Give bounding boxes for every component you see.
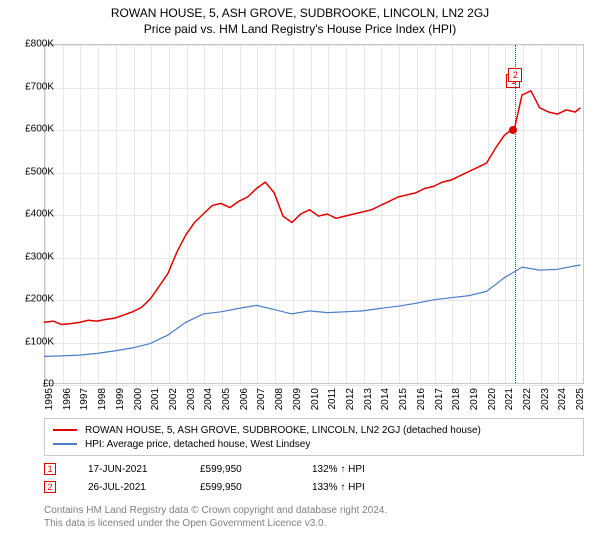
x-axis-tick-label: 2017 bbox=[434, 388, 445, 410]
series-line-hpi bbox=[44, 265, 581, 356]
y-axis-tick-label: £500K bbox=[25, 166, 54, 177]
event-date: 17-JUN-2021 bbox=[88, 464, 168, 475]
legend-swatch bbox=[53, 429, 77, 431]
event-delta: 133% ↑ HPI bbox=[312, 482, 392, 493]
plot-area: 12 bbox=[44, 44, 584, 384]
x-axis-tick-label: 2013 bbox=[363, 388, 374, 410]
x-axis-tick-label: 2005 bbox=[221, 388, 232, 410]
x-axis-tick-label: 1999 bbox=[115, 388, 126, 410]
event-price: £599,950 bbox=[200, 482, 280, 493]
event-delta: 132% ↑ HPI bbox=[312, 464, 392, 475]
x-axis-tick-label: 2018 bbox=[451, 388, 462, 410]
y-axis-tick-label: £400K bbox=[25, 209, 54, 220]
x-axis-tick-label: 1996 bbox=[62, 388, 73, 410]
x-axis-tick-label: 2019 bbox=[469, 388, 480, 410]
x-axis-tick-label: 2014 bbox=[380, 388, 391, 410]
x-axis-tick-label: 2012 bbox=[345, 388, 356, 410]
x-axis-tick-label: 2020 bbox=[487, 388, 498, 410]
x-axis-tick-label: 2016 bbox=[416, 388, 427, 410]
event-row: 2 26-JUL-2021 £599,950 133% ↑ HPI bbox=[44, 478, 584, 496]
x-axis-tick-label: 2002 bbox=[168, 388, 179, 410]
event-marker-box: 2 bbox=[44, 481, 56, 493]
y-axis-tick-label: £800K bbox=[25, 39, 54, 50]
x-axis-tick-label: 2001 bbox=[150, 388, 161, 410]
chart-title: ROWAN HOUSE, 5, ASH GROVE, SUDBROOKE, LI… bbox=[0, 0, 600, 20]
x-axis-tick-label: 2011 bbox=[327, 388, 338, 410]
x-axis-tick-label: 2008 bbox=[274, 388, 285, 410]
legend: ROWAN HOUSE, 5, ASH GROVE, SUDBROOKE, LI… bbox=[44, 418, 584, 456]
x-axis-tick-label: 2003 bbox=[186, 388, 197, 410]
x-axis-tick-label: 2007 bbox=[256, 388, 267, 410]
x-axis-tick-label: 1997 bbox=[79, 388, 90, 410]
y-axis-tick-label: £200K bbox=[25, 294, 54, 305]
x-axis-tick-label: 2015 bbox=[398, 388, 409, 410]
footer-attribution: Contains HM Land Registry data © Crown c… bbox=[44, 504, 584, 530]
series-line-price_paid bbox=[44, 91, 581, 325]
footer-line-2: This data is licensed under the Open Gov… bbox=[44, 517, 584, 530]
x-axis-tick-label: 2025 bbox=[575, 388, 586, 410]
x-axis-tick-label: 2023 bbox=[540, 388, 551, 410]
y-axis-tick-label: £300K bbox=[25, 251, 54, 262]
event-price: £599,950 bbox=[200, 464, 280, 475]
y-axis-tick-label: £700K bbox=[25, 81, 54, 92]
legend-label: HPI: Average price, detached house, West… bbox=[85, 439, 310, 450]
footer-line-1: Contains HM Land Registry data © Crown c… bbox=[44, 504, 584, 517]
events-table: 1 17-JUN-2021 £599,950 132% ↑ HPI 2 26-JUL-20… bbox=[44, 460, 584, 496]
x-axis-tick-label: 2021 bbox=[504, 388, 515, 410]
x-axis-tick-label: 2000 bbox=[133, 388, 144, 410]
gridline-horizontal bbox=[45, 385, 583, 386]
legend-label: ROWAN HOUSE, 5, ASH GROVE, SUDBROOKE, LI… bbox=[85, 425, 481, 436]
legend-item: ROWAN HOUSE, 5, ASH GROVE, SUDBROOKE, LI… bbox=[53, 423, 575, 437]
x-axis-tick-label: 2022 bbox=[522, 388, 533, 410]
legend-swatch bbox=[53, 443, 77, 445]
y-axis-tick-label: £100K bbox=[25, 336, 54, 347]
x-axis-tick-label: 2009 bbox=[292, 388, 303, 410]
x-axis-tick-label: 2010 bbox=[310, 388, 321, 410]
event-date: 26-JUL-2021 bbox=[88, 482, 168, 493]
x-axis-tick-label: 2024 bbox=[557, 388, 568, 410]
chart-subtitle: Price paid vs. HM Land Registry's House … bbox=[0, 20, 600, 36]
x-axis-tick-label: 1998 bbox=[97, 388, 108, 410]
x-axis-tick-label: 2006 bbox=[239, 388, 250, 410]
event-marker-box: 1 bbox=[44, 463, 56, 475]
event-row: 1 17-JUN-2021 £599,950 132% ↑ HPI bbox=[44, 460, 584, 478]
x-axis-tick-label: 2004 bbox=[203, 388, 214, 410]
x-axis-tick-label: 1995 bbox=[44, 388, 55, 410]
y-axis-tick-label: £600K bbox=[25, 124, 54, 135]
legend-item: HPI: Average price, detached house, West… bbox=[53, 437, 575, 451]
